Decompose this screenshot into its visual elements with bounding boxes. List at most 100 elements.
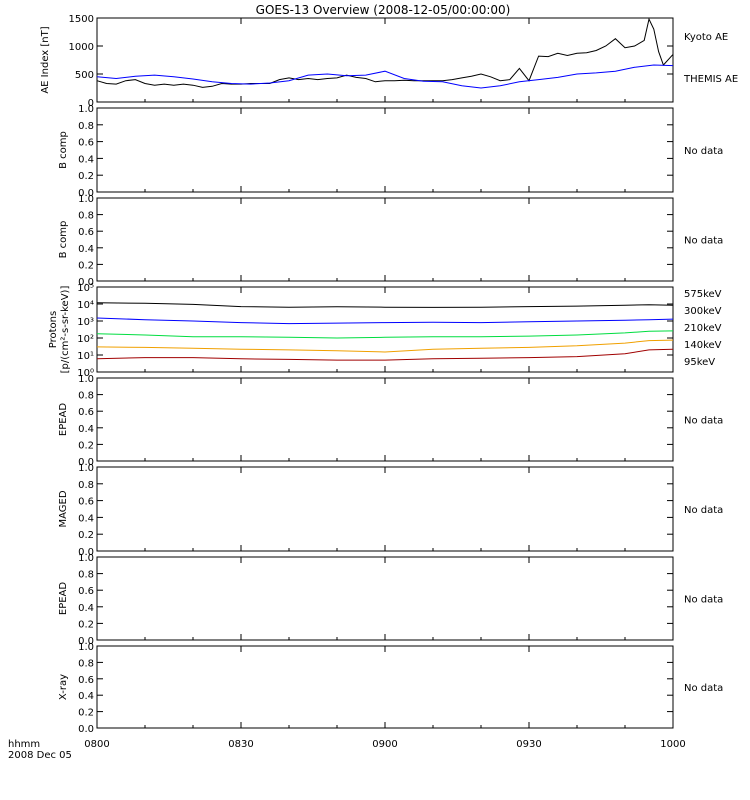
y-axis-label: AE Index [nT] <box>40 26 51 93</box>
y-tick-label: 0.4 <box>78 603 94 614</box>
y-tick-label: 500 <box>75 70 94 81</box>
legend-140kev: 140keV <box>684 340 722 351</box>
y-axis-label: EPEAD <box>58 582 69 616</box>
series-line-kyoto-ae <box>96 17 674 88</box>
panel-6: 0.0 0.2 0.4 0.6 0.8 1.0 MAGED No data <box>58 463 723 558</box>
y-tick-label: 0.0 <box>78 457 94 468</box>
y-tick-label: 0.2 <box>78 171 94 182</box>
series-line-300kev <box>96 339 674 353</box>
legend-575kev: 575keV <box>684 289 722 300</box>
time-axis: 0800 0830 0900 0930 1000 <box>84 739 685 750</box>
y-axis-label: EPEAD <box>58 403 69 437</box>
y-tick-label: 0 <box>88 98 94 109</box>
y-tick-label: 10² <box>77 334 94 345</box>
y-tick-label: 0.0 <box>78 277 94 288</box>
y-tick-label: 0.6 <box>78 675 94 686</box>
y-tick-label: 0.6 <box>78 138 94 149</box>
panel-frame <box>96 466 674 552</box>
y-tick-label: 0.2 <box>78 260 94 271</box>
y-tick-label: 0.2 <box>78 530 94 541</box>
y-tick-label: 0.0 <box>78 188 94 199</box>
panel-1: 0 500 1000 1500 AE Index [nT] <box>40 14 674 109</box>
y-tick-label: 0.4 <box>78 244 94 255</box>
y-axis-label: B comp <box>58 221 69 259</box>
y-tick-label: 1000 <box>69 42 94 53</box>
y-tick-label: 1.0 <box>78 553 94 564</box>
y-tick-label: 1.0 <box>78 642 94 653</box>
no-data-label: No data <box>684 146 723 157</box>
y-axis-label: Protons <box>48 311 59 348</box>
legend-kyoto-ae: Kyoto AE <box>684 32 728 43</box>
y-axis-label: MAGED <box>58 490 69 527</box>
y-tick-label: 0.4 <box>78 424 94 435</box>
no-data-label: No data <box>684 236 723 247</box>
panel-7: 0.0 0.2 0.4 0.6 0.8 1.0 EPEAD No data <box>58 553 723 647</box>
panel-frame <box>96 556 674 641</box>
y-tick-label: 0.8 <box>78 211 94 222</box>
y-tick-label: 0.8 <box>78 570 94 581</box>
time-axis-date-label: 2008 Dec 05 <box>8 750 72 761</box>
series-line-140kev <box>96 317 674 325</box>
x-tick-label: 0800 <box>84 739 109 750</box>
panel-4: 10⁰ 10¹ 10² 10³ 10⁴ 10⁵ Protons [p/(cm²-s-sr-ke… <box>48 283 674 379</box>
y-tick-label: 0.0 <box>78 636 94 647</box>
legend-themis-ae: THEMIS AE <box>683 74 738 85</box>
panel-frame <box>96 197 674 282</box>
panel-stack: 0 500 1000 1500 AE Index [nT] 0.0 0.2 0.4 0.6 0.8… <box>40 14 738 735</box>
y-tick-label: 10⁵ <box>77 283 94 294</box>
y-tick-label: 1.0 <box>78 463 94 474</box>
legend-210kev: 210keV <box>684 323 722 334</box>
y-tick-label: 0.8 <box>78 658 94 669</box>
panel-frame <box>96 645 674 729</box>
y-tick-label: 0.4 <box>78 691 94 702</box>
x-tick-label: 0900 <box>372 739 397 750</box>
y-tick-label: 1.0 <box>78 194 94 205</box>
no-data-label: No data <box>684 683 723 694</box>
y-tick-label: 0.8 <box>78 391 94 402</box>
y-tick-label: 10³ <box>77 317 94 328</box>
y-axis-label-units: [p/(cm²-s-sr-keV)] <box>60 286 71 374</box>
series-line-95kev <box>96 302 674 308</box>
x-tick-label: 0930 <box>516 739 541 750</box>
y-tick-label: 0.6 <box>78 227 94 238</box>
series-line-themis-ae <box>96 64 674 89</box>
y-tick-label: 0.4 <box>78 513 94 524</box>
y-tick-label: 0.2 <box>78 619 94 630</box>
y-tick-label: 0.2 <box>78 708 94 719</box>
y-tick-label: 0.6 <box>78 586 94 597</box>
series-line-575kev <box>96 348 674 361</box>
y-axis-label: X-ray <box>58 674 69 700</box>
y-tick-label: 1.0 <box>78 374 94 385</box>
panel-frame <box>96 107 674 193</box>
y-tick-label: 0.6 <box>78 497 94 508</box>
y-tick-label: 0.0 <box>78 724 94 735</box>
no-data-label: No data <box>684 595 723 606</box>
x-tick-label: 1000 <box>660 739 685 750</box>
figure-title: GOES-13 Overview (2008-12-05/00:00:00) <box>256 3 511 17</box>
panel-5: 0.0 0.2 0.4 0.6 0.8 1.0 EPEAD No data <box>58 374 723 468</box>
y-tick-label: 0.0 <box>78 547 94 558</box>
legend-300kev: 300keV <box>684 306 722 317</box>
panel-3: 0.0 0.2 0.4 0.6 0.8 1.0 B comp No data <box>58 194 723 288</box>
no-data-label: No data <box>684 505 723 516</box>
y-tick-label: 10¹ <box>77 351 94 362</box>
y-tick-label: 0.2 <box>78 440 94 451</box>
series-line-210kev <box>96 330 674 339</box>
x-tick-label: 0830 <box>228 739 253 750</box>
time-axis-format-label: hhmm <box>8 739 40 750</box>
y-tick-label: 1500 <box>69 14 94 25</box>
y-tick-label: 10⁴ <box>77 300 94 311</box>
panel-frame <box>96 17 674 103</box>
no-data-label: No data <box>684 416 723 427</box>
y-tick-label: 0.4 <box>78 154 94 165</box>
y-tick-label: 0.8 <box>78 121 94 132</box>
legend-95kev: 95keV <box>684 357 715 368</box>
y-tick-label: 0.8 <box>78 480 94 491</box>
panel-frame <box>96 377 674 462</box>
y-tick-label: 1.0 <box>78 104 94 115</box>
y-axis-label: B comp <box>58 131 69 169</box>
y-tick-label: 0.6 <box>78 407 94 418</box>
y-tick-label: 10⁰ <box>77 368 94 379</box>
panel-frame <box>96 286 674 373</box>
